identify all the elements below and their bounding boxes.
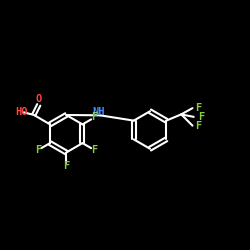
Text: F: F [35, 145, 41, 155]
Text: F: F [91, 145, 98, 155]
Text: F: F [196, 121, 202, 130]
Text: F: F [198, 112, 204, 122]
Text: F: F [196, 103, 202, 113]
Text: HO: HO [15, 107, 28, 117]
Text: F: F [63, 161, 70, 171]
Text: NH: NH [92, 106, 105, 117]
Text: F: F [91, 112, 98, 122]
Text: O: O [36, 94, 42, 104]
